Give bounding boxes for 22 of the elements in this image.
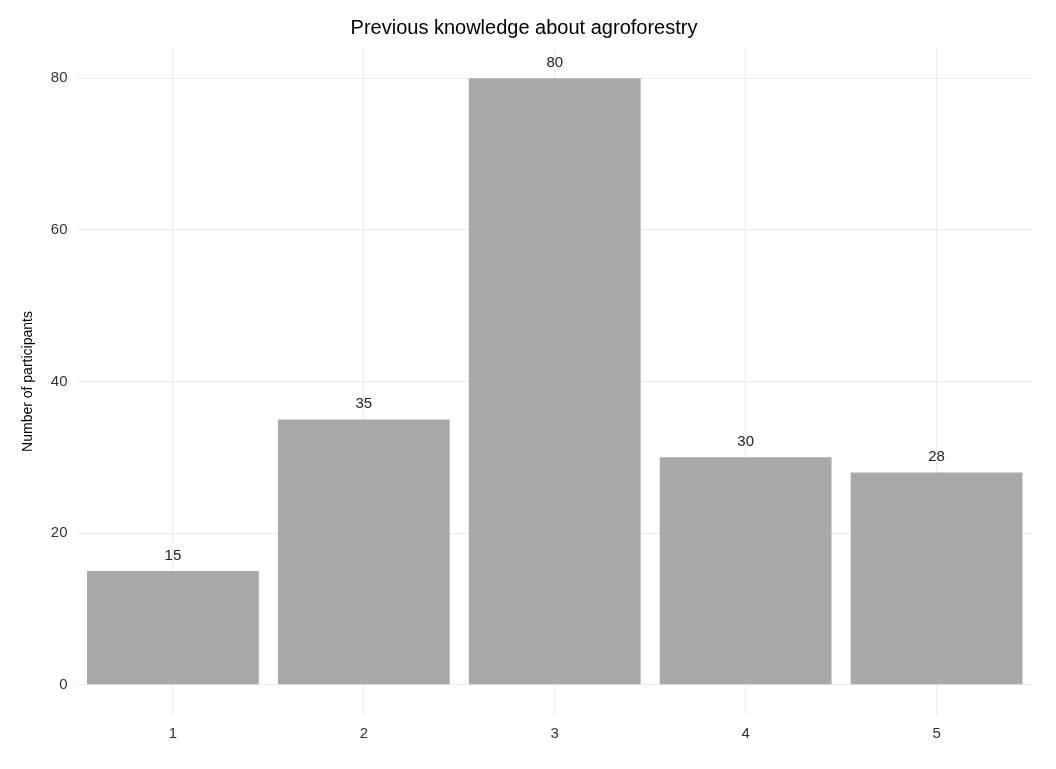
bar (850, 472, 1023, 685)
bar (277, 419, 450, 685)
bar (87, 570, 259, 685)
data-label: 35 (355, 394, 373, 412)
y-axis-title: Number of participants (19, 311, 36, 452)
bar (468, 78, 641, 685)
chart-title: Previous knowledge about agroforestry (350, 15, 698, 38)
y-tick-label: 0 (59, 674, 68, 692)
y-tick-label: 40 (50, 371, 68, 389)
data-label: 15 (164, 545, 182, 563)
x-tick-label: 2 (359, 724, 369, 742)
data-label: 80 (546, 52, 564, 70)
data-label: 28 (928, 447, 945, 465)
x-tick-label: 3 (550, 724, 559, 742)
x-tick-label: 1 (168, 724, 178, 742)
x-tick-label: 4 (741, 724, 750, 742)
y-tick-label: 20 (50, 523, 68, 541)
bar (659, 457, 832, 685)
x-tick-label: 5 (932, 724, 941, 742)
y-tick-label: 80 (50, 68, 68, 86)
y-tick-label: 60 (50, 220, 68, 238)
data-label: 30 (737, 431, 754, 449)
